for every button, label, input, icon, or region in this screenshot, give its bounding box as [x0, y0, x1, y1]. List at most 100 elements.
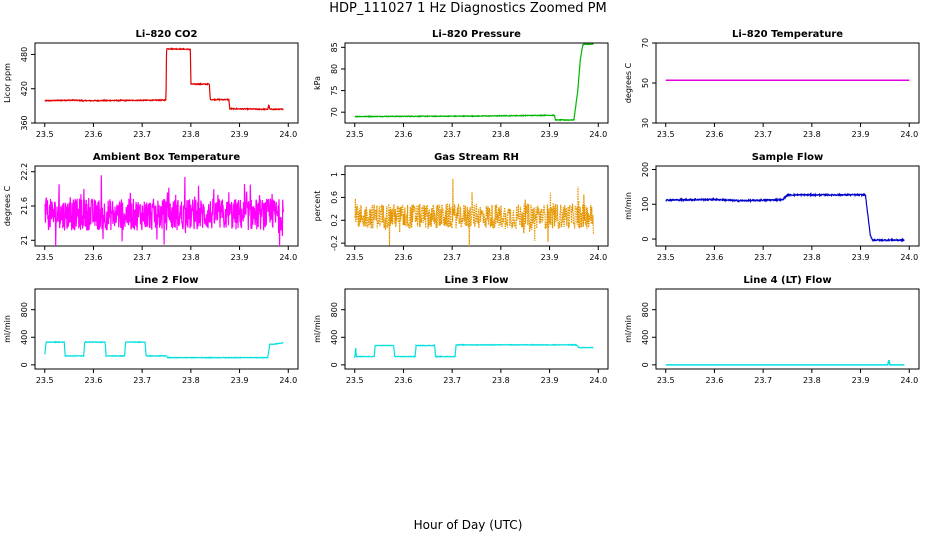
x-tick-label: 23.7	[754, 130, 772, 139]
x-tick-label: 23.6	[85, 253, 103, 262]
x-tick-label: 23.6	[85, 130, 103, 139]
y-tick-label: 50	[641, 78, 650, 88]
panel-8: Line 3 Flow ml/min 23.5 23.6 23.7 23.8 23.9 24.…	[313, 275, 609, 385]
plot-frame	[655, 288, 920, 370]
plot-title: Line 4 (LT) Flow	[743, 275, 831, 286]
plot-frame	[344, 165, 609, 247]
y-tick-label: 21	[20, 235, 29, 245]
x-tick-label: 23.6	[706, 376, 724, 385]
page-title: HDP_111027 1 Hz Diagnostics Zoomed PM	[329, 1, 607, 16]
x-tick-label: 23.7	[133, 376, 151, 385]
x-tick-label: 23.8	[492, 130, 510, 139]
x-tick-label: 23.7	[133, 253, 151, 262]
x-tick-label: 24.0	[279, 376, 297, 385]
plot-frame	[344, 42, 609, 124]
x-tick-label: 23.5	[346, 130, 364, 139]
x-axis-label: Hour of Day (UTC)	[413, 518, 523, 532]
y-axis-label: ml/min	[624, 315, 633, 343]
x-tick-label: 23.7	[133, 130, 151, 139]
plot-title: Ambient Box Temperature	[93, 152, 240, 163]
x-tick-label: 23.9	[541, 376, 559, 385]
x-tick-label: 23.5	[36, 130, 54, 139]
y-axis-label: ml/min	[624, 192, 633, 220]
x-tick-label: 24.0	[900, 376, 918, 385]
series-line	[665, 191, 905, 243]
y-tick-label: 21.6	[20, 197, 29, 215]
series-line	[44, 175, 284, 247]
y-tick-label: 800	[641, 302, 650, 317]
series-line	[354, 43, 594, 122]
plot-frame	[34, 42, 299, 124]
y-axis-label: ml/min	[3, 315, 12, 343]
x-tick-label: 23.8	[803, 253, 821, 262]
x-tick-label: 23.9	[231, 253, 249, 262]
panel-7: Line 2 Flow ml/min 23.5 23.6 23.7 23.8 23.9 24.…	[3, 275, 299, 385]
x-tick-label: 23.9	[541, 130, 559, 139]
x-tick-label: 23.6	[395, 376, 413, 385]
y-tick-label: 200	[641, 162, 650, 177]
plot-frame	[34, 288, 299, 370]
x-tick-label: 23.8	[492, 376, 510, 385]
series-line	[44, 340, 284, 359]
x-tick-label: 24.0	[589, 376, 607, 385]
x-tick-label: 23.6	[85, 376, 103, 385]
plot-title: Li–820 Temperature	[732, 29, 843, 40]
y-tick-label: 480	[20, 47, 29, 62]
y-tick-label: 400	[330, 330, 339, 345]
y-tick-label: 400	[641, 330, 650, 345]
series-line	[665, 360, 905, 366]
y-tick-label: 30	[641, 118, 650, 128]
plot-title: Li–820 Pressure	[432, 29, 521, 40]
y-tick-label: 0	[641, 362, 650, 367]
x-tick-label: 23.7	[443, 130, 461, 139]
panel-2: Li–820 Pressure kPa 23.5 23.6 23.7 23.8 23.9 24…	[313, 29, 609, 139]
y-tick-label: 70	[330, 107, 339, 117]
plot-frame	[344, 288, 609, 370]
y-tick-label: 0.2	[330, 214, 339, 227]
plot-title: Line 2 Flow	[135, 275, 199, 286]
plot-frame	[655, 42, 920, 124]
x-tick-label: 23.9	[852, 376, 870, 385]
x-tick-label: 23.8	[492, 253, 510, 262]
x-tick-label: 23.6	[395, 130, 413, 139]
x-tick-label: 24.0	[900, 253, 918, 262]
y-tick-label: 70	[641, 38, 650, 48]
panel-6: Sample Flow ml/min 23.5 23.6 23.7 23.8 23.9 24.…	[624, 152, 920, 262]
x-tick-label: 23.5	[346, 253, 364, 262]
x-tick-label: 23.5	[346, 376, 364, 385]
y-tick-label: 100	[641, 197, 650, 212]
x-tick-label: 24.0	[279, 130, 297, 139]
x-tick-label: 23.5	[657, 253, 675, 262]
x-tick-label: 24.0	[589, 130, 607, 139]
plot-title: Li–820 CO2	[136, 29, 198, 40]
plot-title: Gas Stream RH	[434, 152, 519, 163]
y-axis-label: degrees C	[3, 185, 12, 226]
x-tick-label: 23.8	[803, 376, 821, 385]
panel-1: Li–820 CO2 Licor ppm 23.5 23.6 23.7 23.8 23.9 2…	[3, 29, 299, 139]
x-tick-label: 23.8	[803, 130, 821, 139]
x-tick-label: 24.0	[279, 253, 297, 262]
x-tick-label: 23.5	[657, 130, 675, 139]
series-line	[354, 178, 594, 247]
x-tick-label: 23.5	[36, 376, 54, 385]
y-axis-label: Licor ppm	[3, 63, 12, 103]
x-tick-label: 23.7	[754, 253, 772, 262]
x-tick-label: 23.8	[182, 253, 200, 262]
panel-3: Li–820 Temperature degrees C 23.5 23.6 23.7 2…	[624, 29, 920, 139]
series-line	[44, 47, 284, 112]
y-tick-label: 1	[330, 172, 339, 177]
plot-frame	[655, 165, 920, 247]
y-axis-label: kPa	[313, 76, 322, 90]
y-tick-label: 0	[641, 236, 650, 241]
x-tick-label: 23.9	[231, 376, 249, 385]
x-tick-label: 23.7	[754, 376, 772, 385]
series-line	[354, 343, 594, 359]
y-tick-label: 360	[20, 115, 29, 130]
y-tick-label: 75	[330, 85, 339, 95]
y-tick-label: 22.2	[20, 163, 29, 181]
x-tick-label: 23.8	[182, 130, 200, 139]
y-axis-label: degrees C	[624, 62, 633, 103]
x-tick-label: 23.7	[443, 376, 461, 385]
y-axis-label: percent	[313, 191, 322, 222]
panel-9: Line 4 (LT) Flow ml/min 23.5 23.6 23.7 23.8 23…	[624, 275, 920, 385]
